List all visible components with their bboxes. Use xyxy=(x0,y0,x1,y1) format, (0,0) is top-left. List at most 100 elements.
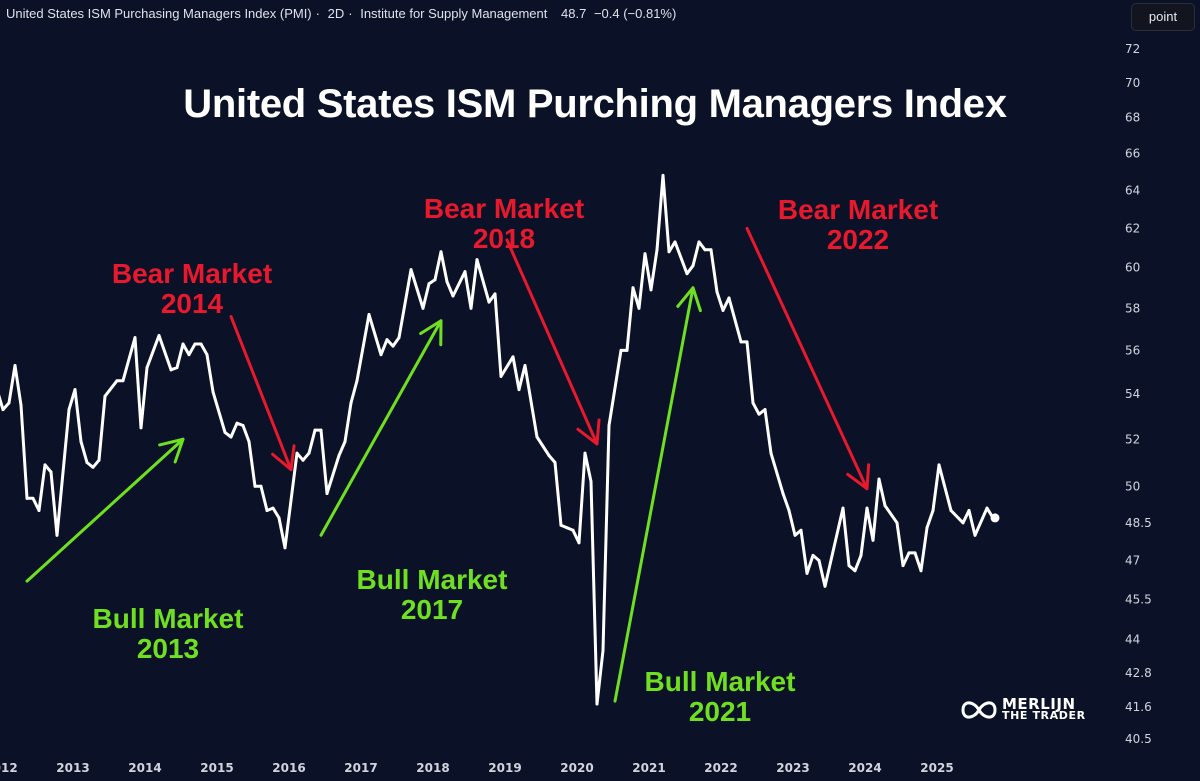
logo-line1: MERLIJN xyxy=(1002,695,1076,713)
data-point xyxy=(673,240,677,244)
data-point xyxy=(115,379,119,383)
data-point xyxy=(961,521,965,525)
x-tick-label: 2012 xyxy=(0,761,18,775)
x-tick-label: 2015 xyxy=(200,761,233,775)
data-point xyxy=(181,342,185,346)
data-point xyxy=(877,477,881,481)
x-tick-label: 2017 xyxy=(344,761,377,775)
merlijn-logo: MERLIJN THE TRADER xyxy=(960,697,1086,723)
data-point xyxy=(97,458,101,462)
change-value: −0.4 (−0.81%) xyxy=(593,6,677,21)
data-point xyxy=(439,250,443,254)
data-point xyxy=(751,401,755,405)
data-point xyxy=(787,509,791,513)
data-point xyxy=(187,353,191,357)
data-point xyxy=(175,366,179,370)
data-point xyxy=(379,353,383,357)
y-tick-label: 64 xyxy=(1125,183,1140,197)
y-tick-label: 70 xyxy=(1125,76,1140,90)
data-point xyxy=(1,408,5,412)
arrowhead-icon xyxy=(576,418,601,446)
data-point xyxy=(859,553,863,557)
annotation-year: 2013 xyxy=(137,633,199,664)
data-point xyxy=(763,408,767,412)
data-point xyxy=(547,454,551,458)
annotation-arrow xyxy=(229,315,293,472)
data-point xyxy=(871,538,875,542)
data-point xyxy=(325,492,329,496)
data-point xyxy=(703,248,707,252)
data-point xyxy=(409,268,413,272)
data-point xyxy=(601,649,605,653)
y-tick-label: 40.5 xyxy=(1125,732,1152,746)
x-tick-label: 2021 xyxy=(632,761,665,775)
data-point xyxy=(691,264,695,268)
arrowhead-icon xyxy=(419,319,443,347)
data-point xyxy=(169,368,173,372)
data-point xyxy=(157,333,161,337)
data-point xyxy=(271,506,275,510)
data-point xyxy=(583,451,587,455)
data-point xyxy=(589,480,593,484)
annotation-title: Bull Market xyxy=(93,603,244,634)
data-point xyxy=(883,504,887,508)
data-point xyxy=(709,248,713,252)
data-point xyxy=(433,278,437,282)
data-point xyxy=(421,306,425,310)
annotation-arrow xyxy=(319,319,443,537)
data-point xyxy=(655,248,659,252)
y-tick-label: 42.8 xyxy=(1125,666,1152,680)
data-point xyxy=(91,465,95,469)
data-point xyxy=(523,363,527,367)
x-tick-label: 2024 xyxy=(848,761,881,775)
data-point xyxy=(913,551,917,555)
data-point xyxy=(25,496,29,500)
y-tick-label: 52 xyxy=(1125,432,1140,446)
scale-mode-button[interactable]: point xyxy=(1131,3,1195,31)
y-tick-label: 72 xyxy=(1125,42,1140,56)
data-point xyxy=(727,296,731,300)
data-point xyxy=(313,428,317,432)
arrowhead-icon xyxy=(676,286,702,313)
x-axis: 2012 2013 2014 2015 2016 2017 2018 2019 2020 2021… xyxy=(0,761,954,775)
data-point xyxy=(595,702,599,706)
annotation-year: 2021 xyxy=(689,696,751,727)
data-point xyxy=(277,516,281,520)
annotation-year: 2018 xyxy=(473,223,535,254)
data-point xyxy=(349,401,353,405)
annotation-arrow xyxy=(505,238,599,446)
x-tick-label: 2023 xyxy=(776,761,809,775)
data-point xyxy=(355,379,359,383)
data-point xyxy=(391,344,395,348)
data-point xyxy=(577,541,581,545)
arrowhead-icon xyxy=(158,437,185,464)
annotation-year: 2014 xyxy=(161,288,224,319)
data-point xyxy=(823,584,827,588)
data-point xyxy=(967,509,971,513)
chart-title: United States ISM Purching Managers Inde… xyxy=(183,82,1007,126)
data-point xyxy=(841,506,845,510)
data-point xyxy=(559,523,563,527)
last-value-dot xyxy=(990,513,1000,523)
data-point xyxy=(925,526,929,530)
data-point xyxy=(445,280,449,284)
data-point xyxy=(139,426,143,430)
x-tick-label: 2025 xyxy=(920,761,953,775)
data-point xyxy=(649,288,653,292)
arrowhead-icon xyxy=(271,444,296,472)
data-point xyxy=(949,509,953,513)
annotation-title: Bull Market xyxy=(357,564,508,595)
y-tick-label: 58 xyxy=(1125,301,1140,315)
data-point xyxy=(103,394,107,398)
data-point xyxy=(469,306,473,310)
data-point xyxy=(619,348,623,352)
data-point xyxy=(205,353,209,357)
data-point xyxy=(973,533,977,537)
data-point xyxy=(367,313,371,317)
data-point xyxy=(721,308,725,312)
data-point xyxy=(661,173,665,177)
